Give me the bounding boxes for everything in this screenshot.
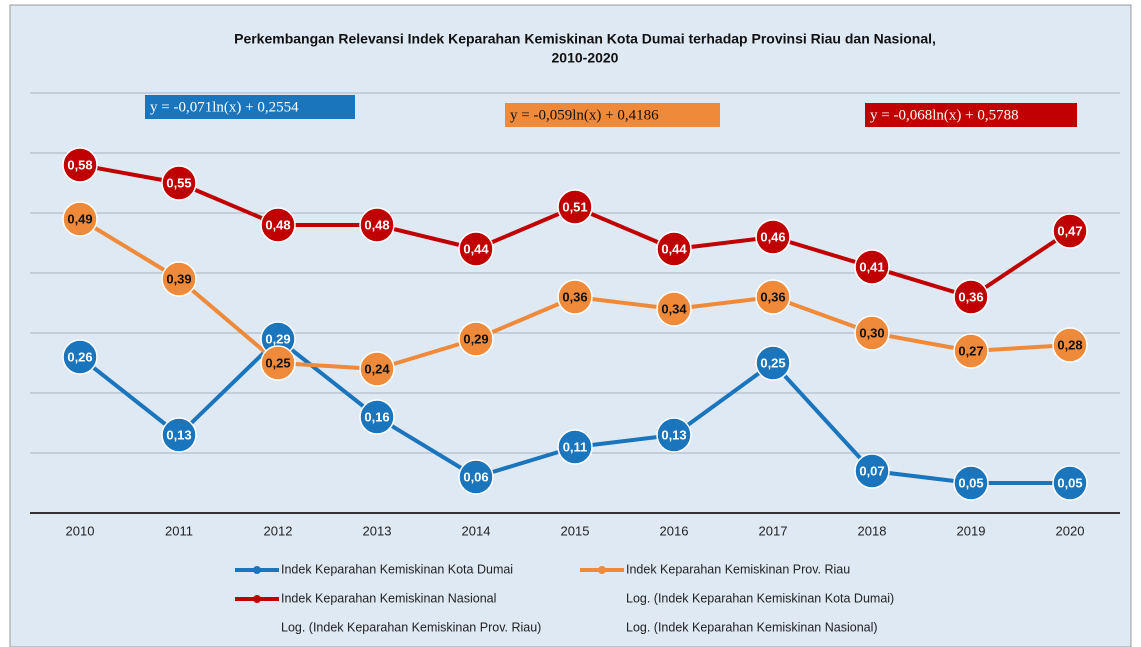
data-point (755, 279, 791, 315)
data-label: 0,26 (67, 349, 92, 364)
data-label: 0,05 (958, 475, 983, 490)
legend-label: Indek Keparahan Kemiskinan Nasional (281, 591, 496, 605)
data-point (359, 351, 395, 387)
data-label: 0,36 (760, 289, 785, 304)
legend-label: Indek Keparahan Kemiskinan Kota Dumai (281, 562, 513, 576)
legend-label: Log. (Indek Keparahan Kemiskinan Prov. R… (281, 620, 541, 634)
data-label: 0,25 (760, 355, 785, 370)
data-point (557, 189, 593, 225)
data-point (62, 339, 98, 375)
equation-box (145, 95, 355, 119)
data-label: 0,13 (661, 427, 686, 442)
data-label: 0,48 (265, 217, 290, 232)
data-label: 0,13 (166, 427, 191, 442)
data-label: 0,29 (463, 331, 488, 346)
data-point (1052, 465, 1088, 501)
data-point (359, 399, 395, 435)
legend-marker (253, 566, 261, 574)
data-point (953, 333, 989, 369)
data-label: 0,24 (364, 361, 390, 376)
data-label: 0,27 (958, 343, 983, 358)
x-tick-label: 2015 (561, 523, 590, 538)
legend-marker (253, 595, 261, 603)
data-label: 0,47 (1057, 223, 1082, 238)
data-label: 0,46 (760, 229, 785, 244)
data-label: 0,39 (166, 271, 191, 286)
x-tick-label: 2017 (759, 523, 788, 538)
data-point (62, 201, 98, 237)
x-tick-label: 2016 (660, 523, 689, 538)
data-label: 0,41 (859, 259, 884, 274)
data-label: 0,28 (1057, 337, 1082, 352)
data-label: 0,44 (661, 241, 687, 256)
data-label: 0,25 (265, 355, 290, 370)
data-label: 0,36 (958, 289, 983, 304)
trendline-equation: y = -0,059ln(x) + 0,4186 (510, 107, 659, 123)
legend-label: Log. (Indek Keparahan Kemiskinan Kota Du… (626, 591, 894, 605)
data-label: 0,55 (166, 175, 191, 190)
data-label: 0,49 (67, 211, 92, 226)
data-point (755, 219, 791, 255)
chart-title: 2010-2020 (552, 50, 619, 66)
data-point (557, 429, 593, 465)
data-label: 0,30 (859, 325, 884, 340)
data-label: 0,11 (563, 439, 588, 454)
trendline-equation: y = -0,071ln(x) + 0,2554 (150, 99, 299, 115)
trendline-equation: y = -0,068ln(x) + 0,5788 (870, 107, 1019, 123)
data-label: 0,06 (463, 469, 488, 484)
data-point (1052, 213, 1088, 249)
data-point (359, 207, 395, 243)
data-label: 0,36 (562, 289, 587, 304)
x-tick-label: 2012 (264, 523, 293, 538)
data-label: 0,16 (364, 409, 389, 424)
data-point (161, 165, 197, 201)
data-point (161, 261, 197, 297)
data-label: 0,29 (265, 331, 290, 346)
legend-marker (598, 566, 606, 574)
data-point (557, 279, 593, 315)
x-tick-label: 2018 (858, 523, 887, 538)
x-tick-label: 2020 (1056, 523, 1085, 538)
x-tick-label: 2014 (462, 523, 491, 538)
data-point (458, 231, 494, 267)
legend-label: Indek Keparahan Kemiskinan Prov. Riau (626, 562, 850, 576)
equation-box (505, 103, 720, 127)
data-point (62, 147, 98, 183)
data-point (854, 453, 890, 489)
data-point (854, 249, 890, 285)
x-tick-label: 2019 (957, 523, 986, 538)
equation-box (865, 103, 1077, 127)
data-point (656, 231, 692, 267)
data-point (260, 207, 296, 243)
data-point (161, 417, 197, 453)
data-point (260, 345, 296, 381)
chart-title: Perkembangan Relevansi Indek Keparahan K… (234, 31, 936, 47)
data-point (953, 279, 989, 315)
x-tick-label: 2010 (66, 523, 95, 538)
data-label: 0,48 (364, 217, 389, 232)
data-point (1052, 327, 1088, 363)
data-label: 0,05 (1057, 475, 1082, 490)
data-point (458, 459, 494, 495)
data-label: 0,44 (463, 241, 489, 256)
data-point (854, 315, 890, 351)
data-point (656, 417, 692, 453)
data-label: 0,58 (67, 157, 92, 172)
data-label: 0,34 (661, 301, 687, 316)
data-point (458, 321, 494, 357)
data-label: 0,07 (859, 463, 884, 478)
legend-label: Log. (Indek Keparahan Kemiskinan Nasiona… (626, 620, 878, 634)
data-point (953, 465, 989, 501)
data-label: 0,51 (562, 199, 587, 214)
data-point (656, 291, 692, 327)
x-tick-label: 2011 (165, 523, 193, 538)
x-tick-label: 2013 (363, 523, 392, 538)
data-point (755, 345, 791, 381)
